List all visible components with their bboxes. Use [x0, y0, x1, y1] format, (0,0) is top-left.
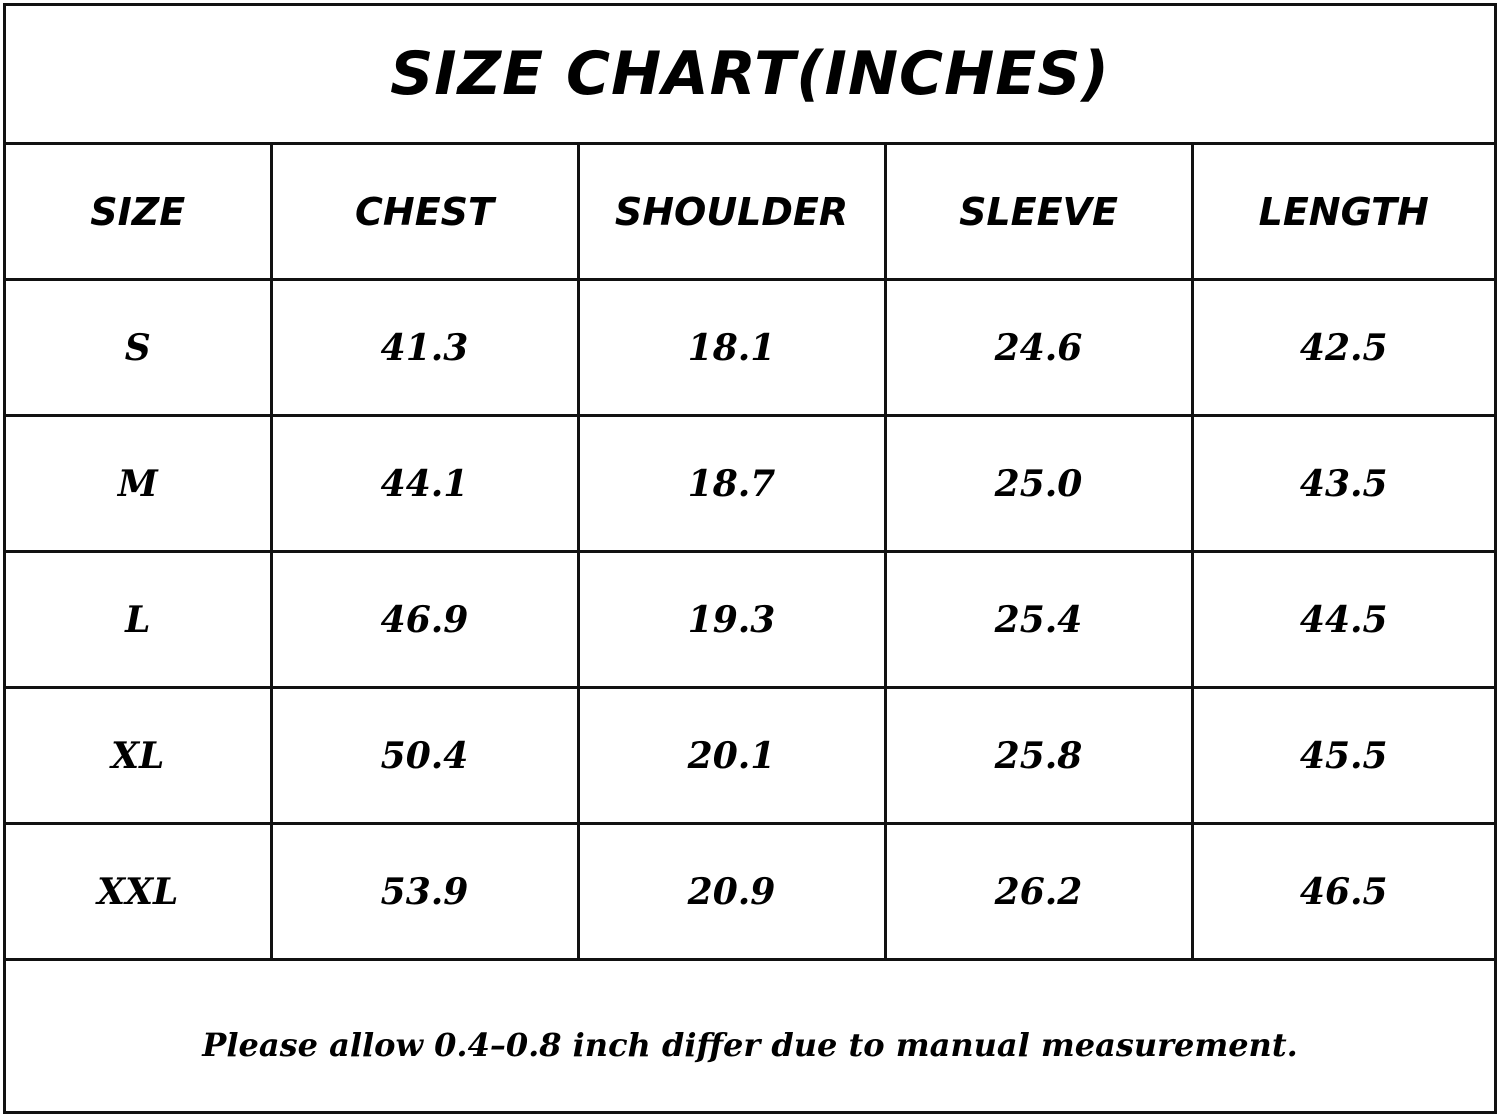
measurement-cell: 41.3 — [269, 278, 580, 417]
chart-title: SIZE CHART(INCHES) — [6, 6, 1494, 145]
measurement-cell: 20.1 — [576, 686, 887, 825]
measurement-cell: 24.6 — [883, 278, 1194, 417]
measurement-cell: 46.5 — [1190, 822, 1494, 961]
measurement-cell: 46.9 — [269, 550, 580, 689]
measurement-cell: 45.5 — [1190, 686, 1494, 825]
size-label-cell: L — [6, 550, 273, 689]
size-label-cell: S — [6, 278, 273, 417]
measurement-cell: 53.9 — [269, 822, 580, 961]
measurement-cell: 25.8 — [883, 686, 1194, 825]
table-row: XL 50.4 20.1 25.8 45.5 — [6, 686, 1494, 825]
table-row: S 41.3 18.1 24.6 42.5 — [6, 278, 1494, 417]
measurement-cell: 44.1 — [269, 414, 580, 553]
measurement-cell: 19.3 — [576, 550, 887, 689]
column-header: LENGTH — [1190, 145, 1494, 281]
size-label-cell: XL — [6, 686, 273, 825]
column-header: CHEST — [269, 145, 580, 281]
measurement-cell: 43.5 — [1190, 414, 1494, 553]
measurement-cell: 25.0 — [883, 414, 1194, 553]
measurement-cell: 20.9 — [576, 822, 887, 961]
measurement-cell: 18.1 — [576, 278, 887, 417]
measurement-note: Please allow 0.4–0.8 inch differ due to … — [202, 1025, 1298, 1064]
column-header: SLEEVE — [883, 145, 1194, 281]
measurement-cell: 50.4 — [269, 686, 580, 825]
column-header: SHOULDER — [576, 145, 887, 281]
size-label-cell: M — [6, 414, 273, 553]
header-row: SIZE CHEST SHOULDER SLEEVE LENGTH — [6, 145, 1494, 281]
size-chart: SIZE CHART(INCHES) SIZE CHEST SHOULDER SLEE… — [3, 3, 1497, 1114]
table-row: M 44.1 18.7 25.0 43.5 — [6, 414, 1494, 553]
measurement-cell: 42.5 — [1190, 278, 1494, 417]
column-header: SIZE — [6, 145, 273, 281]
table-row: L 46.9 19.3 25.4 44.5 — [6, 550, 1494, 689]
size-table: SIZE CHEST SHOULDER SLEEVE LENGTH S 41.3 18.1 24… — [6, 145, 1494, 961]
table-row: XXL 53.9 20.9 26.2 46.5 — [6, 822, 1494, 961]
measurement-cell: 26.2 — [883, 822, 1194, 961]
measurement-cell: 18.7 — [576, 414, 887, 553]
measurement-cell: 44.5 — [1190, 550, 1494, 689]
measurement-cell: 25.4 — [883, 550, 1194, 689]
size-label-cell: XXL — [6, 822, 273, 961]
